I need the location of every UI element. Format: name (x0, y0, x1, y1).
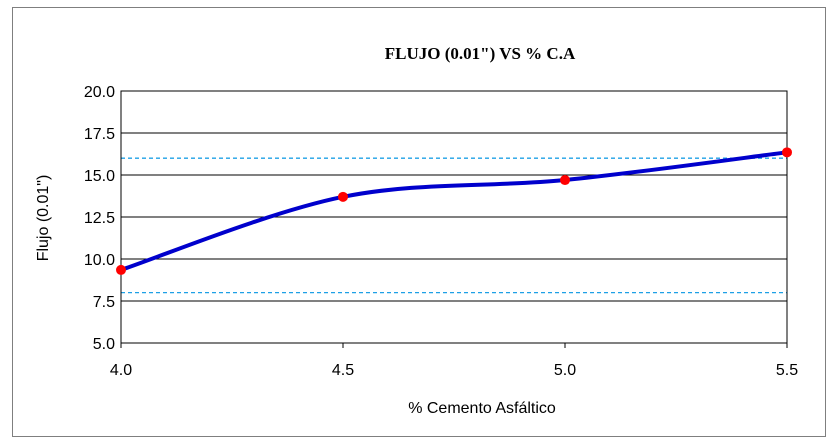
y-axis-label: Flujo (0.01") (35, 175, 52, 262)
y-tick-labels: 5.0 7.5 10.0 12.5 15.0 17.5 20.0 (84, 84, 115, 353)
x-tick-label: 4.0 (110, 362, 132, 379)
x-tick-label: 4.5 (332, 362, 354, 379)
y-tick-label: 5.0 (93, 336, 115, 353)
y-tick-label: 17.5 (84, 126, 115, 143)
data-point-0 (116, 264, 126, 275)
reference-lines (121, 157, 787, 294)
x-axis-label: % Cemento Asfáltico (408, 400, 556, 417)
data-point-2 (560, 175, 570, 186)
flujo-chart: FLUJO (0.01") VS % C.A 5.0 7.5 10.0 12.5 15.… (35, 44, 798, 417)
x-tick-label: 5.5 (776, 362, 798, 379)
x-tick-labels: 4.0 4.5 5.0 5.5 (110, 343, 798, 379)
data-point-3 (782, 147, 792, 158)
data-point-1 (338, 191, 348, 202)
series-curve (119, 150, 789, 272)
chart-title: FLUJO (0.01") VS % C.A (385, 44, 576, 63)
chart-frame (12, 7, 826, 437)
y-tick-label: 7.5 (93, 294, 115, 311)
x-tick-label: 5.0 (554, 362, 576, 379)
y-tick-label: 12.5 (84, 210, 115, 227)
grid-lines (121, 90, 787, 344)
plot-area-border (120, 90, 788, 344)
y-tick-label: 20.0 (84, 84, 115, 101)
y-tick-label: 10.0 (84, 252, 115, 269)
data-points (116, 147, 792, 275)
y-tick-label: 15.0 (84, 168, 115, 185)
